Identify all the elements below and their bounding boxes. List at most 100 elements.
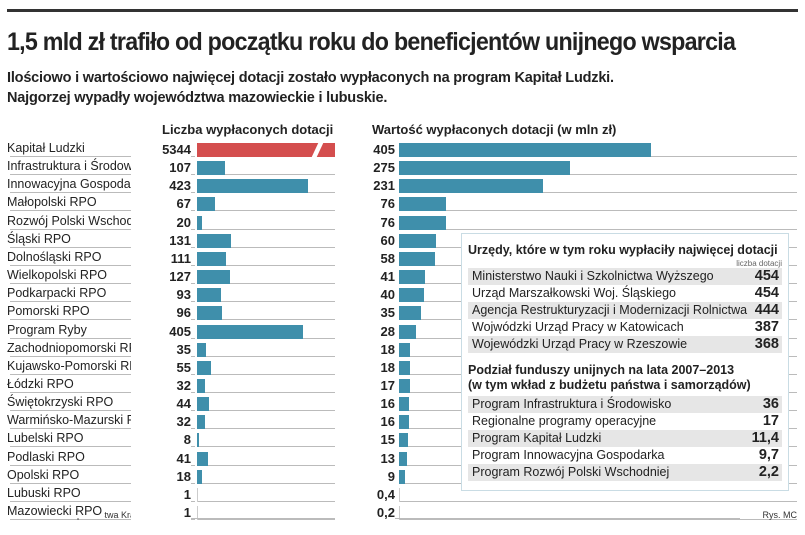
leader-line-left — [10, 446, 195, 448]
value-bar — [399, 415, 409, 430]
leader-line-far — [399, 228, 797, 230]
category-label: Infrastruktura i Środowisko — [7, 159, 157, 174]
value-bar — [399, 288, 424, 303]
chart-row: Lubelski RPO 8 15 — [0, 431, 805, 449]
count-label: 405 — [131, 323, 191, 339]
funds-value: 2,2 — [758, 464, 779, 480]
funds-name: Program Infrastruktura i Środowisko — [472, 397, 672, 411]
value-bar — [399, 506, 400, 520]
value-bar — [399, 161, 571, 176]
value-label: 28 — [335, 323, 395, 339]
leader-line-right — [197, 464, 394, 466]
value-label: 9 — [335, 468, 395, 484]
value-label: 58 — [335, 250, 395, 266]
value-bar — [399, 360, 411, 375]
leader-line-right — [197, 391, 394, 393]
leader-line-right — [197, 519, 394, 520]
leader-line-left — [10, 428, 195, 430]
category-label: Podkarpacki RPO — [7, 286, 109, 301]
value-label: 60 — [335, 232, 395, 248]
chart-row: Małopolski RPO 67 76 — [0, 195, 805, 213]
leader-line-left — [10, 192, 195, 194]
category-label: Świętokrzyski RPO — [7, 395, 116, 410]
value-label: 405 — [335, 142, 395, 157]
leader-line-far — [399, 174, 797, 176]
count-label: 18 — [131, 468, 191, 484]
value-label: 16 — [335, 414, 395, 430]
category-label: Kapitał Ludzki — [7, 141, 87, 155]
value-bar — [399, 143, 651, 157]
leader-line-right — [197, 446, 394, 448]
category-label: Program Ryby — [7, 322, 89, 337]
chart-row: Infrastruktura i Środowisko 107 275 — [0, 159, 805, 177]
value-label: 40 — [335, 287, 395, 303]
leader-line-far — [399, 192, 797, 194]
value-label: 15 — [335, 432, 395, 448]
leader-line-far — [399, 500, 797, 502]
leader-line-left — [10, 391, 195, 393]
chart-row: Innowacyjna Gospodarka 423 231 — [0, 177, 805, 195]
category-label: Warmińsko-Mazurski RPO — [7, 413, 156, 428]
value-label: 16 — [335, 396, 395, 412]
category-label: Zachodniopomorski RPO — [7, 340, 149, 355]
leader-line-left — [10, 301, 195, 303]
count-bar — [197, 197, 215, 212]
offices-row: Wojewódzki Urząd Pracy w Rzeszowie 368 — [468, 336, 782, 353]
count-bar — [197, 233, 232, 248]
value-bar — [399, 433, 409, 448]
category-label: Lubuski RPO — [7, 485, 83, 500]
leader-line-right — [197, 210, 394, 212]
leader-line-right — [197, 500, 394, 502]
chart-row: Mazowiecki RPO 1 0,2 — [0, 504, 805, 522]
offices-name: Ministerstwo Nauki i Szkolnictwa Wyższeg… — [472, 269, 714, 283]
count-column-header: Liczba wypłaconych dotacji — [162, 122, 334, 137]
value-bar — [399, 179, 543, 194]
value-bar — [399, 378, 410, 393]
value-column-header: Wartość wypłaconych dotacji (w mln zł) — [372, 122, 617, 137]
value-label: 76 — [335, 214, 395, 230]
leader-line-right — [197, 174, 394, 176]
count-bar — [197, 469, 202, 484]
value-bar — [399, 342, 411, 357]
count-bar — [197, 161, 226, 176]
leader-line-far — [399, 519, 797, 520]
funds-row: Program Rozwój Polski Wschodniej 2,2 — [468, 464, 782, 481]
value-bar — [399, 215, 447, 230]
count-label: 41 — [131, 450, 191, 466]
category-label: Opolski RPO — [7, 467, 82, 482]
leader-line-left — [10, 482, 195, 484]
funds-row: Program Innowacyjna Gospodarka 9,7 — [468, 447, 782, 464]
count-bar — [197, 433, 200, 448]
leader-line-right — [197, 246, 394, 248]
leader-line-left — [10, 246, 195, 248]
leader-line-right — [197, 228, 394, 230]
count-bar — [197, 342, 207, 357]
leader-line-right — [197, 301, 394, 303]
offices-row: Ministerstwo Nauki i Szkolnictwa Wyższeg… — [468, 268, 782, 285]
category-label: Pomorski RPO — [7, 304, 92, 319]
value-bar — [399, 469, 405, 484]
offices-list: Ministerstwo Nauki i Szkolnictwa Wyższeg… — [468, 268, 782, 353]
leader-line-right — [197, 264, 394, 266]
category-label: Mazowiecki RPO — [7, 504, 105, 518]
count-bar — [197, 360, 212, 375]
count-label: 8 — [131, 432, 191, 448]
count-label: 93 — [131, 287, 191, 303]
value-label: 0,4 — [335, 486, 395, 502]
count-label: 107 — [131, 160, 191, 176]
funds-heading-1: Podział funduszy unijnych na lata 2007–2… — [468, 363, 735, 377]
leader-line-right — [197, 373, 394, 375]
leader-line-left — [10, 464, 195, 466]
count-label: 20 — [131, 214, 191, 230]
category-label: Rozwój Polski Wschodniej — [7, 213, 155, 228]
funds-heading-2: (w tym wkład z budżetu państwa i samorzą… — [468, 378, 751, 392]
count-bar — [197, 270, 231, 285]
value-bar — [399, 251, 436, 266]
funds-name: Program Kapitał Ludzki — [472, 431, 602, 445]
funds-value: 11,4 — [751, 430, 779, 446]
count-bar — [197, 141, 354, 159]
count-bar — [197, 397, 209, 412]
page-title: 1,5 mld zł trafiło od początku roku do b… — [7, 28, 736, 56]
category-label: Wielkopolski RPO — [7, 268, 110, 283]
offices-value: 454 — [754, 285, 779, 301]
